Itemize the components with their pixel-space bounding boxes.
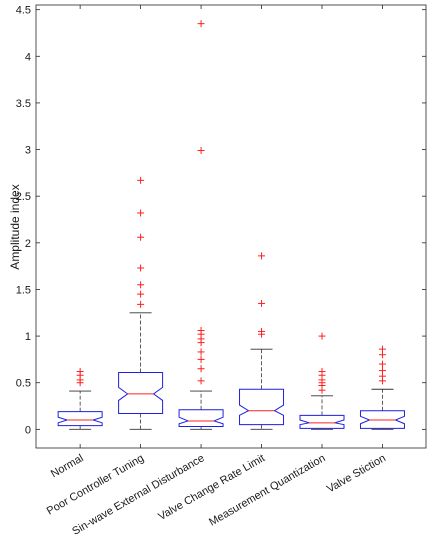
- notched-box: [299, 414, 345, 429]
- outlier-marker: [197, 348, 205, 356]
- outlier-marker: [197, 355, 205, 363]
- x-category-label: Valve Change Rate Limit: [156, 452, 267, 523]
- y-axis-label: Amplitude index: [8, 184, 22, 269]
- y-tick-label: 3: [25, 145, 31, 157]
- x-category-label: Poor Controller Tuning: [45, 452, 146, 517]
- outlier-marker: [137, 281, 145, 289]
- y-tick-label: 1: [25, 331, 31, 343]
- y-tick-label: 2.5: [16, 191, 31, 203]
- plot-area: [35, 4, 427, 449]
- outliers-layer: [76, 20, 386, 394]
- outlier-marker: [137, 290, 145, 298]
- notched-box: [178, 409, 224, 428]
- y-tick-label: 1.5: [16, 284, 31, 296]
- notched-box: [118, 371, 164, 414]
- notched-box: [359, 410, 405, 429]
- outlier-marker: [137, 233, 145, 241]
- outlier-marker: [76, 368, 84, 376]
- outlier-marker: [258, 252, 266, 260]
- outlier-marker: [137, 300, 145, 308]
- outlier-marker: [197, 146, 205, 154]
- outlier-marker: [197, 326, 205, 334]
- notched-box: [239, 388, 285, 426]
- outlier-marker: [197, 377, 205, 385]
- y-tick-label: 0: [25, 424, 31, 436]
- x-category-label: Normal: [49, 452, 86, 480]
- box-group: [57, 390, 103, 430]
- notched-box: [57, 411, 103, 427]
- y-tick-label: 0.5: [16, 378, 31, 390]
- outlier-marker: [258, 327, 266, 335]
- outlier-marker: [197, 365, 205, 373]
- y-tick-label: 2: [25, 238, 31, 250]
- outlier-marker: [318, 332, 326, 340]
- boxes-layer: [57, 312, 405, 430]
- outlier-marker: [378, 360, 386, 368]
- outlier-marker: [378, 367, 386, 375]
- outlier-marker: [197, 20, 205, 28]
- y-tick-label: 3.5: [16, 98, 31, 110]
- box-group: [359, 388, 405, 430]
- plot-frame: [35, 4, 427, 449]
- outlier-marker: [137, 264, 145, 272]
- box-group: [178, 390, 224, 430]
- box-group: [239, 348, 285, 430]
- y-tick-label: 4: [25, 51, 31, 63]
- y-tick-label: 4.5: [16, 5, 31, 17]
- outlier-marker: [378, 345, 386, 353]
- box-group: [118, 312, 164, 430]
- outlier-marker: [137, 176, 145, 184]
- x-category-label: Valve Stiction: [325, 452, 388, 495]
- x-category-label: Measurement Quantization: [207, 452, 327, 528]
- outlier-marker: [137, 209, 145, 217]
- box-group: [299, 395, 345, 430]
- outlier-marker: [258, 299, 266, 307]
- outlier-marker: [318, 368, 326, 376]
